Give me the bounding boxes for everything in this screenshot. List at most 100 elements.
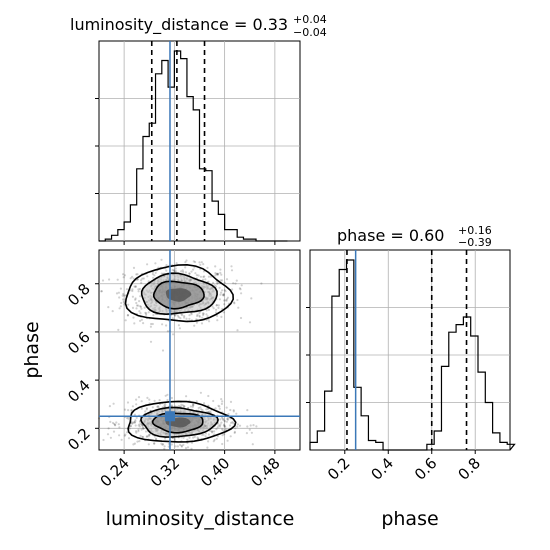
scatter-point [132,316,135,319]
scatter-point [223,423,226,426]
scatter-point [180,270,183,273]
scatter-point [141,435,144,439]
scatter-point [184,266,187,269]
scatter-point [156,405,159,408]
scatter-point [213,438,216,441]
scatter-point [207,275,210,278]
scatter-point [216,426,219,429]
scatter-point [173,314,176,317]
scatter-point [100,290,103,293]
panel-frame [98,40,301,242]
scatter-point [226,296,229,299]
x-tick-label: 0.6 [411,454,441,484]
scatter-point [245,432,248,435]
scatter-point [250,431,253,434]
scatter-point [208,320,211,323]
scatter-point [181,314,184,317]
scatter-point [161,349,165,352]
scatter-point [185,395,188,398]
scatter-point [216,272,219,275]
scatter-point [224,428,227,431]
scatter-point [229,435,232,438]
scatter-point [195,400,198,403]
scatter-point [207,394,210,398]
scatter-point [97,417,101,420]
scatter-point [213,430,216,433]
scatter-point [129,425,132,428]
scatter-point [145,408,148,411]
scatter-point [151,406,154,409]
scatter-point [126,431,129,434]
scatter-point [231,288,234,291]
scatter-point [154,437,158,440]
scatter-point [196,314,199,318]
scatter-point [135,403,138,406]
scatter-point [218,286,221,289]
scatter-point [221,428,224,431]
scatter-point [163,447,166,450]
scatter-point [164,405,167,408]
scatter-point [133,442,136,445]
scatter-point [124,319,127,322]
scatter-point [147,433,151,436]
scatter-point [222,417,225,420]
scatter-point [138,440,141,443]
x-tick-label: 0.2 [324,454,354,484]
scatter-point [225,299,228,302]
scatter-point [202,433,205,436]
scatter-point [114,423,117,426]
scatter-point [126,314,130,317]
scatter-point [223,419,226,422]
scatter-point [177,324,180,327]
scatter-point [126,314,129,317]
scatter-point [135,431,138,434]
scatter-point [115,421,118,424]
scatter-point [123,434,126,437]
phase-minus: −0.39 [458,236,492,249]
scatter-point [170,404,173,407]
scatter-point [134,424,137,427]
scatter-point [216,319,219,322]
scatter-point [130,409,133,412]
scatter-point [185,259,188,262]
scatter-point [173,437,176,440]
scatter-point [180,313,183,316]
scatter-point [232,409,235,412]
scatter-point [196,436,199,439]
scatter-point [166,398,169,402]
scatter-point [215,437,218,440]
scatter-point [211,431,214,434]
scatter-point [139,319,142,322]
scatter-point [222,294,225,297]
scatter-point [222,429,225,432]
scatter-point [140,407,143,410]
scatter-point [226,439,229,442]
scatter-point [147,311,150,314]
scatter-point [197,406,200,410]
contour-line [152,280,205,310]
scatter-point [248,428,251,431]
scatter-point [173,269,176,272]
scatter-point [202,270,206,273]
scatter-point [140,400,143,403]
scatter-point [164,403,167,406]
scatter-point [166,330,169,333]
luminosity-distance-plus: +0.04 [293,13,327,26]
scatter-point [203,275,206,278]
scatter-point [239,288,242,291]
scatter-point [137,290,140,293]
scatter-point [140,281,143,284]
scatter-point [192,260,195,263]
scatter-point [214,285,218,288]
scatter-point [144,410,147,413]
contour-line [127,400,237,443]
scatter-point [165,324,168,327]
scatter-point [101,279,105,282]
scatter-point [249,424,252,427]
scatter-point [227,412,230,416]
scatter-point [233,301,236,304]
scatter-point [214,274,217,277]
scatter-point [134,420,137,423]
scatter-point [106,433,110,436]
